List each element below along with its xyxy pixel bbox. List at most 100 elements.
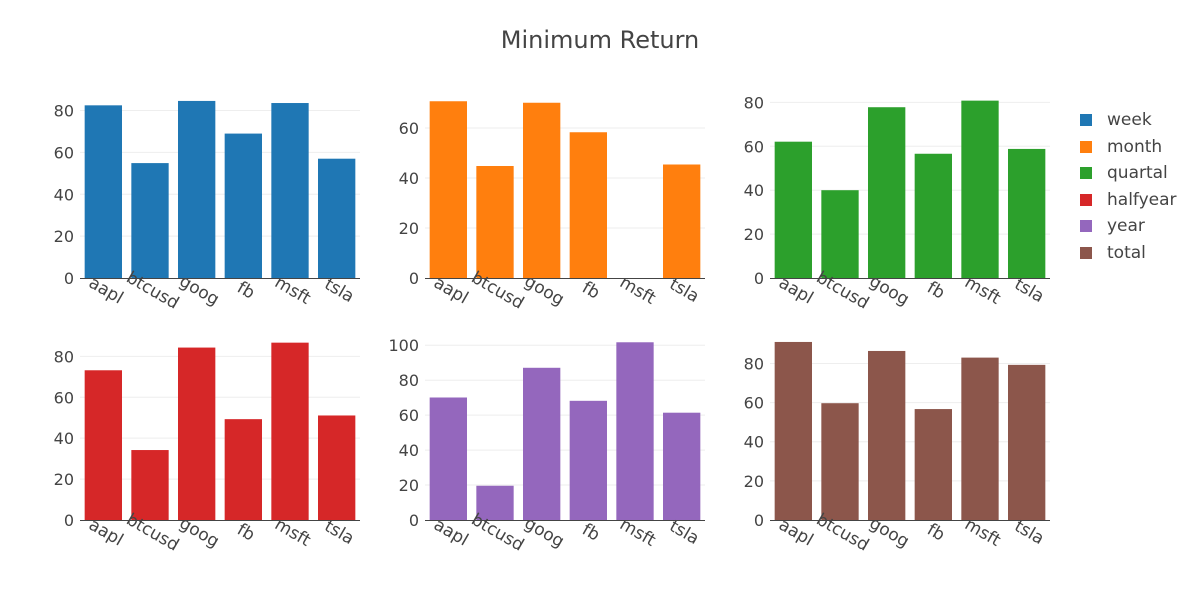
bar-week-aapl xyxy=(84,105,122,278)
legend-swatch xyxy=(1080,246,1092,259)
bar-month-fb xyxy=(569,132,607,278)
y-tick-label: 40 xyxy=(744,433,764,452)
legend-label: year xyxy=(1107,216,1145,237)
legend-item-year[interactable]: year xyxy=(1080,213,1177,240)
bar-year-goog xyxy=(523,367,561,520)
bar-year-aapl xyxy=(429,397,467,520)
bar-halfyear-msft xyxy=(271,342,309,520)
legend-label: month xyxy=(1107,136,1163,157)
legend-item-total[interactable]: total xyxy=(1080,240,1177,267)
bar-halfyear-fb xyxy=(224,419,262,520)
x-tick-label: tsla xyxy=(666,274,703,307)
legend-label: quartal xyxy=(1107,163,1168,184)
bar-month-goog xyxy=(523,102,561,278)
y-tick-label: 40 xyxy=(54,429,74,448)
bar-quartal-fb xyxy=(914,153,952,278)
bar-total-btcusd xyxy=(821,403,859,520)
bar-year-btcusd xyxy=(476,485,514,520)
bar-week-msft xyxy=(271,103,309,278)
bar-month-btcusd xyxy=(476,166,514,278)
y-tick-label: 0 xyxy=(754,269,764,288)
x-tick-label: tsla xyxy=(321,516,358,549)
bar-month-aapl xyxy=(429,101,467,278)
legend[interactable]: week month quartal halfyear year total xyxy=(1080,107,1177,266)
y-tick-label: 20 xyxy=(54,470,74,489)
bar-quartal-tsla xyxy=(1008,148,1046,278)
y-tick-label: 80 xyxy=(744,93,764,112)
bar-year-tsla xyxy=(663,412,701,520)
bar-halfyear-goog xyxy=(178,347,216,520)
bar-halfyear-btcusd xyxy=(131,450,169,520)
bar-quartal-msft xyxy=(961,100,999,278)
bar-week-goog xyxy=(178,100,216,278)
legend-label: halfyear xyxy=(1107,189,1177,210)
y-tick-label: 20 xyxy=(744,225,764,244)
x-tick-label: fb xyxy=(579,520,604,546)
bar-quartal-aapl xyxy=(774,141,812,278)
bar-month-tsla xyxy=(663,164,701,278)
y-tick-label: 0 xyxy=(64,511,74,530)
y-tick-label: 60 xyxy=(744,394,764,413)
bar-halfyear-tsla xyxy=(318,415,356,520)
y-tick-label: 0 xyxy=(64,269,74,288)
y-tick-label: 100 xyxy=(388,336,419,355)
bar-halfyear-aapl xyxy=(84,370,122,520)
x-tick-label: tsla xyxy=(1011,516,1048,549)
legend-item-halfyear[interactable]: halfyear xyxy=(1080,187,1177,214)
bar-total-fb xyxy=(914,409,952,520)
legend-item-week[interactable]: week xyxy=(1080,107,1177,134)
y-tick-label: 40 xyxy=(54,185,74,204)
legend-item-month[interactable]: month xyxy=(1080,134,1177,161)
y-tick-label: 20 xyxy=(744,472,764,491)
bar-year-msft xyxy=(616,342,654,520)
legend-swatch xyxy=(1080,114,1092,127)
y-tick-label: 60 xyxy=(744,137,764,156)
bar-total-aapl xyxy=(774,341,812,520)
bar-week-fb xyxy=(224,133,262,278)
legend-swatch xyxy=(1080,220,1092,233)
y-tick-label: 20 xyxy=(54,227,74,246)
legend-swatch xyxy=(1080,193,1092,206)
y-tick-label: 20 xyxy=(399,476,419,495)
x-tick-label: tsla xyxy=(666,516,703,549)
legend-item-quartal[interactable]: quartal xyxy=(1080,160,1177,187)
y-tick-label: 80 xyxy=(54,102,74,121)
bar-total-msft xyxy=(961,357,999,520)
legend-swatch xyxy=(1080,167,1092,180)
y-tick-label: 0 xyxy=(754,511,764,530)
y-tick-label: 80 xyxy=(399,371,419,390)
y-tick-label: 60 xyxy=(399,119,419,138)
bar-week-btcusd xyxy=(131,163,169,278)
x-tick-label: fb xyxy=(924,278,949,304)
y-tick-label: 80 xyxy=(744,354,764,373)
y-tick-label: 60 xyxy=(54,143,74,162)
legend-swatch xyxy=(1080,140,1092,153)
y-tick-label: 40 xyxy=(399,441,419,460)
x-tick-label: fb xyxy=(924,520,949,546)
y-tick-label: 0 xyxy=(409,269,419,288)
bar-year-fb xyxy=(569,400,607,520)
y-tick-label: 60 xyxy=(399,406,419,425)
y-tick-label: 20 xyxy=(399,219,419,238)
x-tick-label: fb xyxy=(234,278,259,304)
y-tick-label: 0 xyxy=(409,511,419,530)
bar-total-tsla xyxy=(1008,364,1046,520)
y-tick-label: 60 xyxy=(54,388,74,407)
x-tick-label: tsla xyxy=(1011,274,1048,307)
x-tick-label: tsla xyxy=(321,274,358,307)
legend-label: week xyxy=(1107,110,1152,131)
bar-quartal-btcusd xyxy=(821,190,859,278)
x-tick-label: fb xyxy=(234,520,259,546)
y-tick-label: 40 xyxy=(744,181,764,200)
legend-label: total xyxy=(1107,242,1146,263)
bar-total-goog xyxy=(868,350,906,520)
bar-quartal-goog xyxy=(868,107,906,278)
x-tick-label: fb xyxy=(579,278,604,304)
